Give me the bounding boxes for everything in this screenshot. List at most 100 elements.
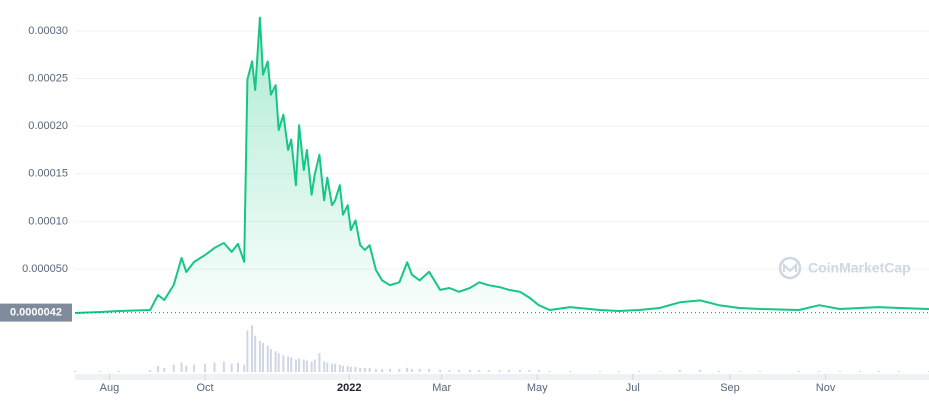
x-tick-label: Jul [626, 382, 640, 394]
volume-bar [658, 370, 661, 372]
volume-bar [398, 368, 401, 372]
x-axis-band [75, 374, 929, 380]
volume-bar [163, 367, 166, 372]
current-price-box [0, 303, 72, 322]
volume-bar [185, 365, 188, 372]
volume-bar [478, 369, 481, 372]
volume-bar [381, 368, 384, 372]
volume-bar [213, 362, 216, 372]
volume-bar [818, 370, 821, 372]
x-tick-label: Aug [100, 382, 120, 394]
volume-bar [548, 370, 551, 372]
volume-bar [797, 370, 800, 372]
volume-bar [204, 363, 207, 372]
volume-bar [468, 369, 471, 372]
volume-bar [508, 369, 511, 372]
x-tick-label: May [527, 382, 548, 394]
volume-bar [274, 351, 277, 372]
volume-bar [330, 363, 333, 372]
volume-bar [269, 349, 272, 372]
y-tick-label: 0.00010 [28, 215, 68, 227]
volume-bar [302, 359, 305, 372]
volume-bar [251, 325, 254, 372]
watermark-text: CoinMarketCap [808, 260, 911, 276]
volume-bar [282, 355, 285, 372]
volume-bar [410, 368, 413, 372]
volume-bar [334, 363, 337, 372]
volume-bar [617, 370, 620, 372]
volume-bar [678, 369, 681, 372]
y-tick-label: 0.00020 [28, 120, 68, 132]
volume-bar [74, 370, 76, 372]
volume-bar [838, 370, 841, 372]
x-tick-label: Sep [720, 382, 740, 394]
volume-bar [859, 370, 862, 372]
volume-bar [290, 357, 293, 372]
volume-bar [149, 369, 152, 372]
volume-bar [898, 370, 901, 372]
volume-bar [341, 365, 344, 372]
current-price-label: 0.0000042 [10, 307, 62, 319]
volume-bar [519, 369, 522, 372]
volume-bar [313, 359, 316, 372]
volume-bar [363, 367, 366, 372]
volume-bar [318, 353, 321, 372]
volume-bar [287, 356, 290, 372]
volume-bar [528, 369, 531, 372]
volume-bar [294, 359, 297, 372]
volume-bar [266, 346, 269, 372]
volume-bar [439, 369, 442, 372]
volume-bar [598, 370, 601, 372]
volume-bar [236, 362, 239, 372]
x-tick-label: 2022 [337, 382, 361, 394]
price-area [75, 17, 929, 317]
volume-bar [374, 368, 377, 372]
x-tick-label: Mar [432, 382, 451, 394]
volume-bar [180, 362, 183, 372]
volume-bar [326, 362, 329, 372]
volume-bar [193, 364, 196, 372]
x-tick-label: Oct [196, 382, 213, 394]
volume-bar [359, 367, 362, 372]
volume-bar [368, 367, 371, 372]
volume-bar [157, 365, 160, 372]
watermark: CoinMarketCap [778, 256, 911, 280]
volume-bar [418, 368, 421, 372]
volume-bar [222, 361, 225, 372]
volume-bar [877, 370, 880, 372]
volume-bar [230, 363, 233, 372]
volume-bar [298, 358, 301, 372]
volume-bar [569, 370, 572, 372]
volume-bar [262, 342, 265, 372]
volume-bar [338, 364, 341, 372]
volume-bar [699, 369, 702, 372]
volume-bar [323, 361, 326, 372]
volume-bar [498, 369, 501, 372]
price-line [74, 16, 929, 314]
volume-bar [428, 368, 431, 372]
volume-bar [718, 370, 721, 372]
volume-bar [310, 361, 313, 372]
volume-bar [738, 370, 741, 372]
volume-bar [277, 353, 280, 372]
y-tick-label: 0.00030 [28, 25, 68, 37]
volume-bar [246, 330, 249, 372]
volume-bar [349, 366, 352, 372]
volume-bar [388, 368, 391, 372]
volume-bar [172, 364, 175, 372]
volume-bar [354, 366, 357, 372]
y-tick-label: 0.00015 [28, 168, 68, 180]
volume-bar [457, 369, 460, 372]
volume-bar [448, 369, 451, 372]
y-tick-label: 0.000050 [22, 263, 68, 275]
volume-bar [537, 369, 540, 372]
volume-bar [243, 364, 246, 372]
volume-bar [254, 335, 257, 372]
volume-bar [346, 365, 349, 372]
volume-bar [638, 370, 641, 372]
volume-bar [99, 370, 102, 372]
volume-bar [758, 370, 761, 372]
volume-bar [258, 340, 261, 372]
y-tick-label: 0.00025 [28, 72, 68, 84]
